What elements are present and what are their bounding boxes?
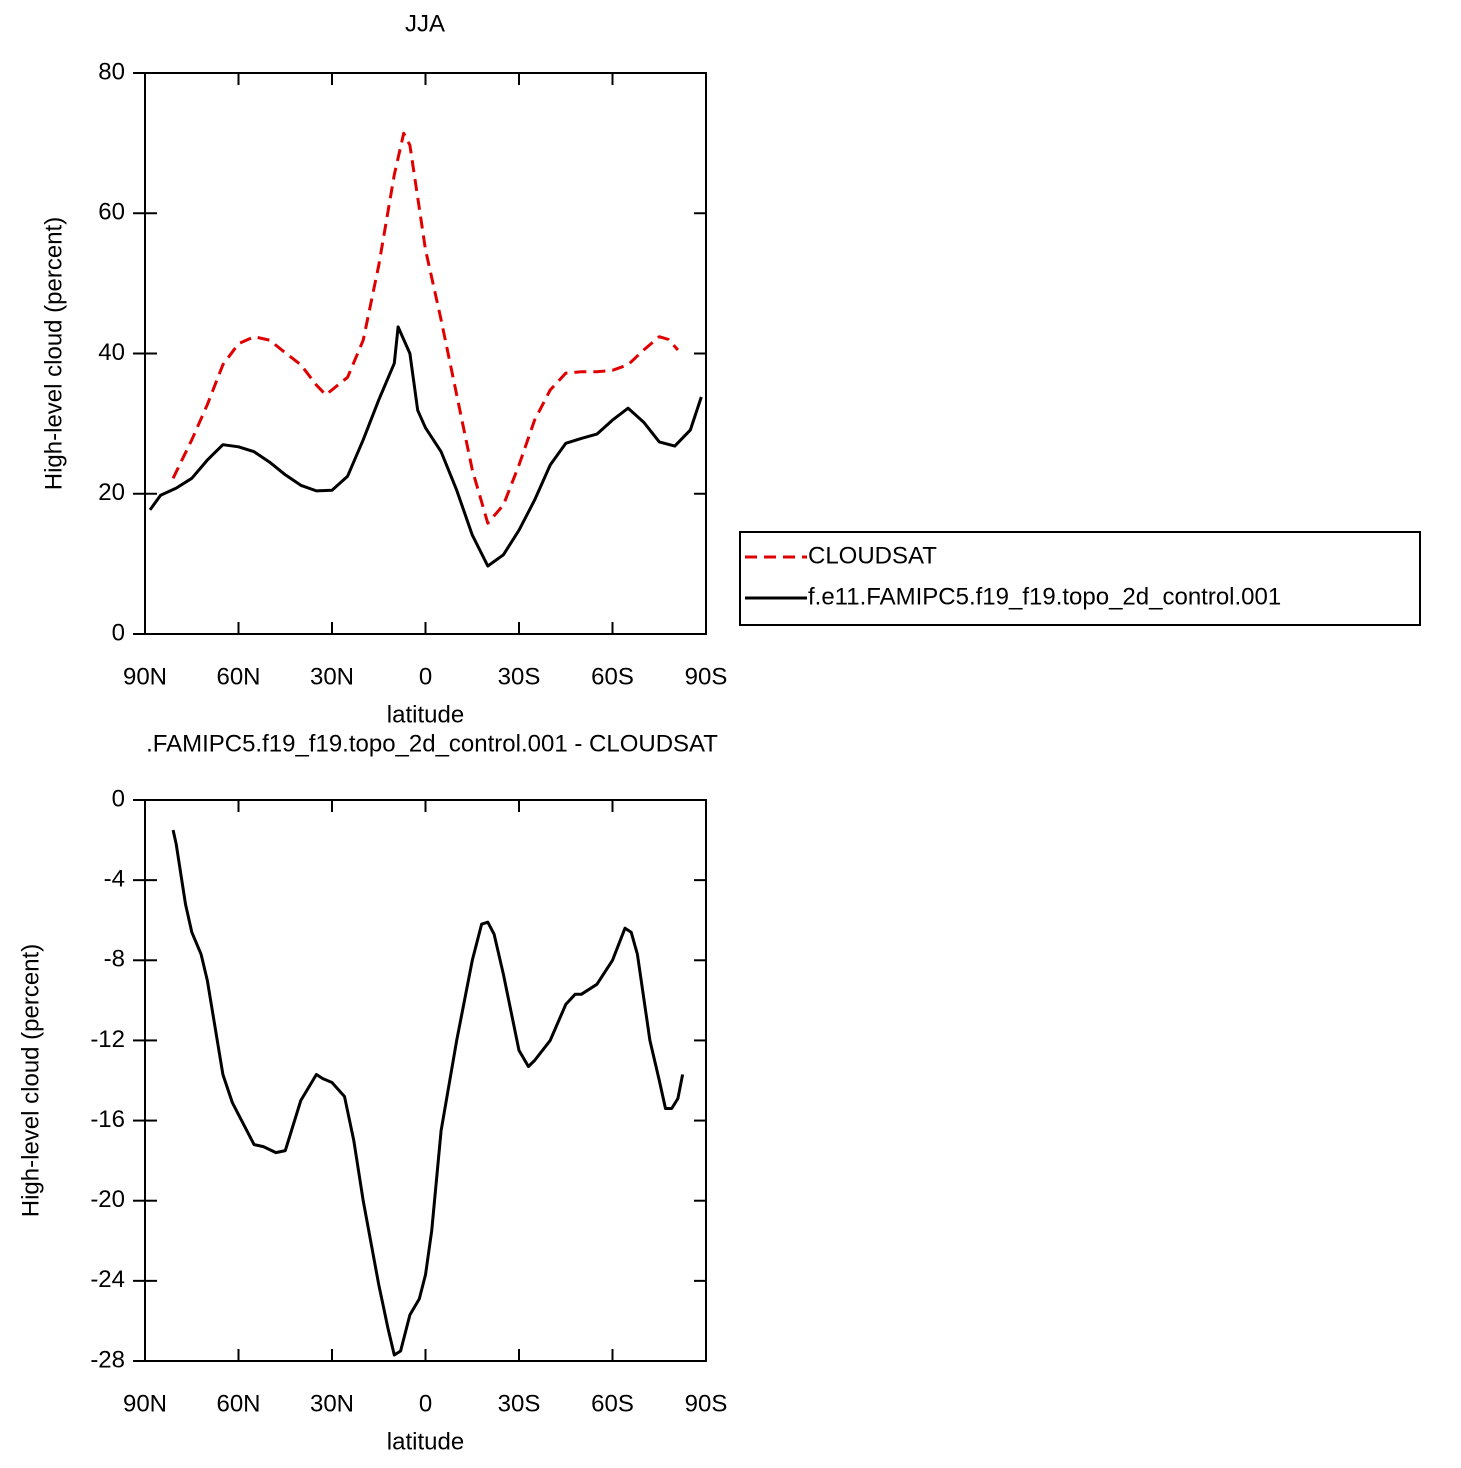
x-tick-label: 0 [419,1390,432,1417]
x-tick-label: 30S [498,663,541,690]
y-tick-label: -24 [90,1266,125,1293]
x-tick-label: 90N [123,1390,167,1417]
x-tick-label: 30S [498,1390,541,1417]
chart-title: JJA [405,10,445,37]
legend-label: f.e11.FAMIPC5.f19_f19.topo_2d_control.00… [808,583,1281,610]
y-tick-label: -16 [90,1106,125,1133]
y-axis-label: High-level cloud (percent) [17,944,44,1217]
x-axis-label: latitude [387,701,464,728]
y-tick-label: 0 [112,785,125,812]
x-tick-label: 30N [310,1390,354,1417]
x-tick-label: 90N [123,663,167,690]
x-tick-label: 90S [685,663,728,690]
x-tick-label: 30N [310,663,354,690]
x-tick-label: 60S [591,663,634,690]
y-tick-label: 20 [98,479,125,506]
legend-box [739,531,1421,626]
y-tick-label: -12 [90,1026,125,1053]
y-tick-label: 40 [98,339,125,366]
x-tick-label: 0 [419,663,432,690]
x-tick-label: 60S [591,1390,634,1417]
x-tick-label: 60N [216,663,260,690]
y-tick-label: -4 [104,865,125,892]
y-tick-label: 0 [112,619,125,646]
legend-label: CLOUDSAT [808,542,937,569]
data-line [148,325,703,568]
y-axis-label: High-level cloud (percent) [40,217,67,490]
y-tick-label: -28 [90,1346,125,1373]
plot-frame [144,72,707,635]
chart-title: .FAMIPC5.f19_f19.topo_2d_control.001 - C… [146,730,718,757]
data-line [171,131,680,525]
x-tick-label: 90S [685,1390,728,1417]
y-tick-label: 60 [98,199,125,226]
data-line [171,829,685,1357]
y-tick-label: -8 [104,946,125,973]
x-tick-label: 60N [216,1390,260,1417]
y-tick-label: -20 [90,1186,125,1213]
x-axis-label: latitude [387,1428,464,1455]
y-tick-label: 80 [98,58,125,85]
